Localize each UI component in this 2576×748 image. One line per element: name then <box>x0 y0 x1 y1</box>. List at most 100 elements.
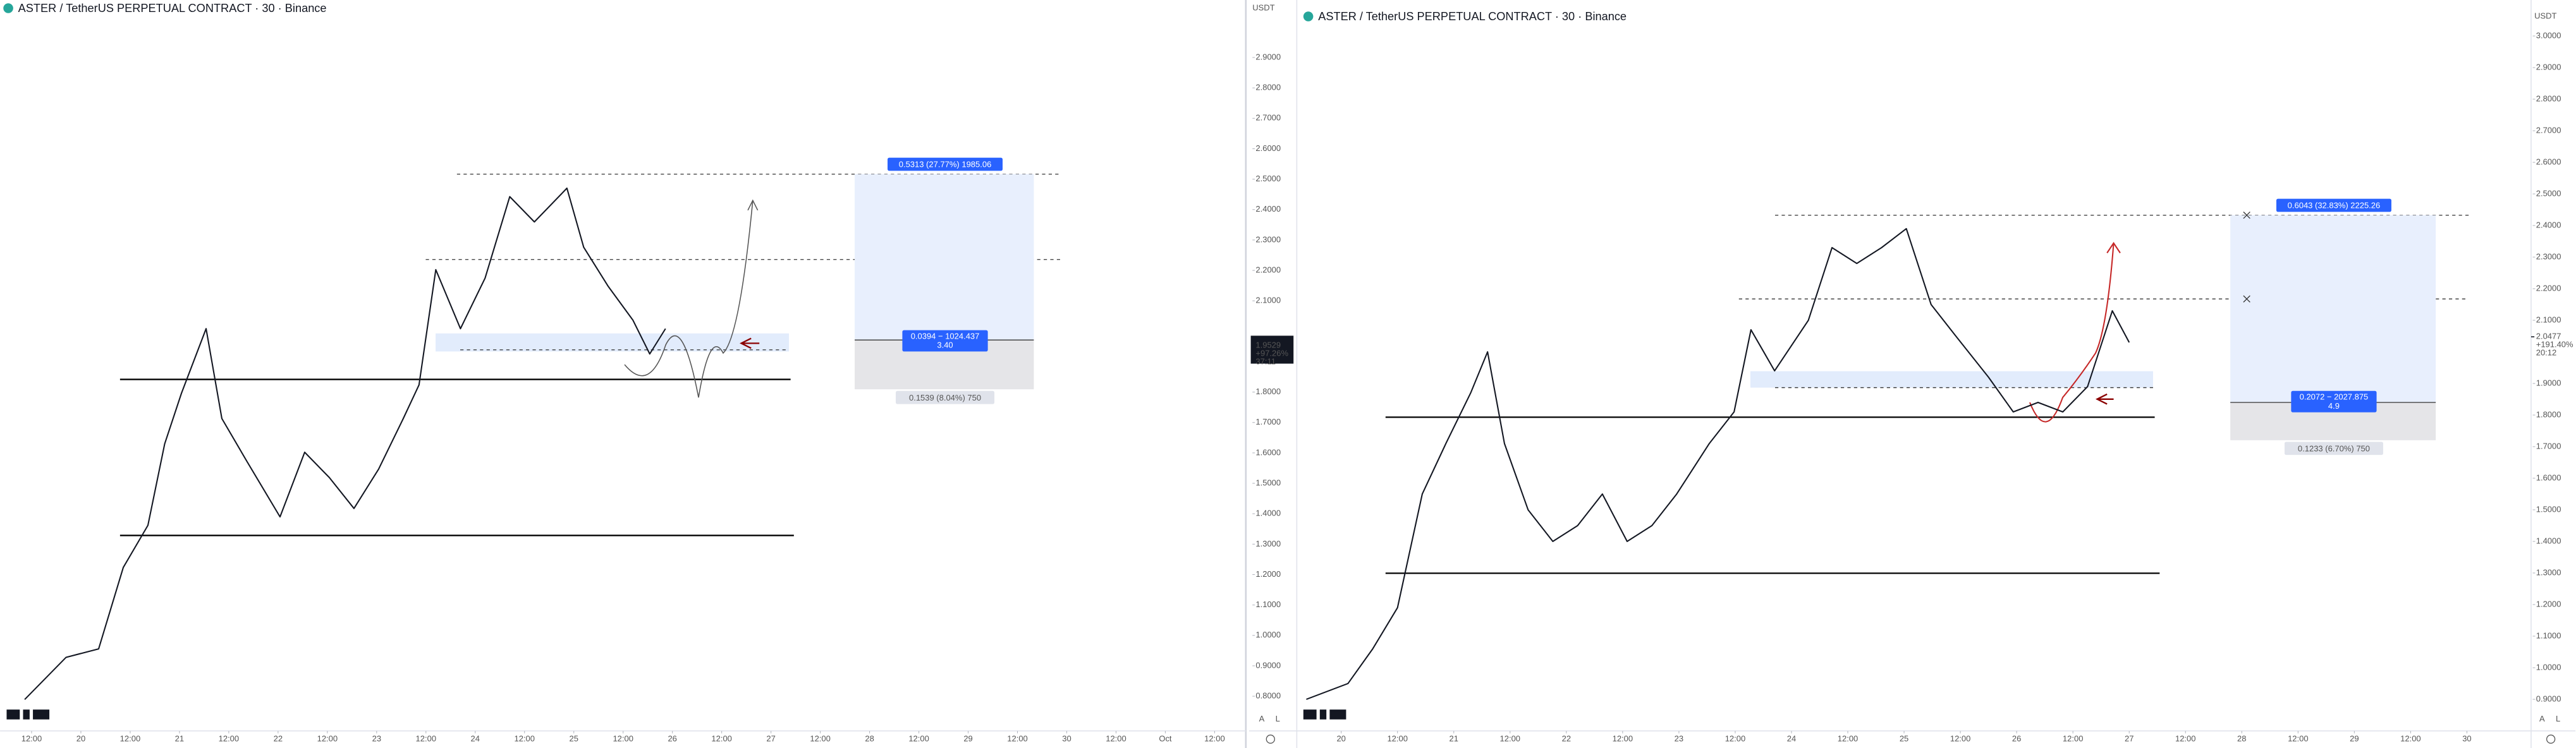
x-tick-label: 12:00 <box>1950 733 1971 743</box>
x-tick-label: 27 <box>2125 733 2133 743</box>
y-tick-label: 2.6000 <box>2536 157 2561 166</box>
x-tick-label: 12:00 <box>2400 733 2420 743</box>
symbol-icon <box>3 3 13 13</box>
tv-logo <box>6 709 50 720</box>
y-tick-label: 2.6000 <box>1255 143 1281 153</box>
y-tick-label: 2.2000 <box>2536 283 2561 293</box>
left-drawings: 0.5313 (27.77%) 1985.06 0.0394 − 1024.43… <box>119 157 1061 536</box>
demand-zone <box>436 333 790 352</box>
y-tick-label: 1.7000 <box>1255 417 1281 426</box>
price-tag-change: +97.26% <box>1255 348 1288 358</box>
y-tick-label: 1.2000 <box>2536 599 2561 608</box>
entry-label-box <box>2291 390 2377 413</box>
x-tick-label: 21 <box>175 733 184 743</box>
x-tick-label: 26 <box>2012 733 2021 743</box>
price-line <box>24 187 666 700</box>
x-tick-label: 20 <box>76 733 85 743</box>
y-tick-label: 2.2000 <box>1255 265 1281 274</box>
symbol-icon <box>1303 11 1314 21</box>
x-tick-label: 29 <box>2350 733 2359 743</box>
y-tick-label: 1.5000 <box>2536 504 2561 514</box>
y-tick-label: 1.1000 <box>1255 600 1281 609</box>
x-tick-label: 20 <box>1336 733 1345 743</box>
x-tick-label: 12:00 <box>810 733 831 743</box>
target-zone <box>2230 215 2436 402</box>
x-tick-label: 12:00 <box>1007 733 1028 743</box>
axis-unit: USDT <box>2534 11 2556 20</box>
target-label: 0.5313 (27.77%) 1985.06 <box>899 160 992 169</box>
x-tick-label: 29 <box>963 733 972 743</box>
projection-arrow <box>2106 241 2121 253</box>
y-tick-label: 1.9000 <box>2536 378 2561 387</box>
log-scale-button[interactable]: L <box>2556 714 2560 723</box>
y-tick-label: 0.9000 <box>1255 660 1281 670</box>
stop-label-box <box>896 390 995 404</box>
y-tick-label: 1.7000 <box>2536 441 2561 450</box>
auto-scale-button[interactable]: A <box>2539 714 2545 723</box>
y-tick-label: 1.6000 <box>1255 447 1281 457</box>
x-tick-label: 28 <box>865 733 874 743</box>
stop-label: 0.1539 (8.04%) 750 <box>909 393 981 402</box>
y-tick-label: 3.0000 <box>2536 30 2561 40</box>
y-tick-label: 1.0000 <box>1255 630 1281 639</box>
price-tag-label: 2.0477 <box>2536 332 2561 341</box>
demand-zone <box>1750 371 2153 388</box>
x-tick-label: 12:00 <box>2288 733 2309 743</box>
x-tick-label: 12:00 <box>1838 733 1859 743</box>
price-tag-change: +191.40% <box>2536 340 2573 349</box>
y-tick-label: 1.8000 <box>1255 387 1281 396</box>
x-tick-label: 12:00 <box>908 733 929 743</box>
entry-label: 0.0394 − 1024.437 <box>911 331 980 341</box>
x-tick-label: 25 <box>1900 733 1908 743</box>
x-tick-label: 21 <box>1450 733 1458 743</box>
price-tag-countdown: 37:11 <box>1255 356 1276 366</box>
left-title: ASTER / TetherUS PERPETUAL CONTRACT · 30… <box>18 2 327 15</box>
y-tick-label: 2.3000 <box>2536 251 2561 261</box>
y-tick-label: 2.1000 <box>2536 315 2561 324</box>
price-tag-countdown: 20:12 <box>2536 348 2557 358</box>
y-tick-label: 2.7000 <box>1255 113 1281 123</box>
x-tick-label: 12:00 <box>317 733 338 743</box>
entry-label: 0.2072 − 2027.875 <box>2300 392 2369 402</box>
x-tick-label: 12:00 <box>1204 733 1225 743</box>
tv-logo <box>1303 709 1346 720</box>
log-scale-button[interactable]: L <box>1276 714 1280 723</box>
x-tick-label: 12:00 <box>1613 733 1633 743</box>
x-tick-label: Oct <box>1159 733 1172 743</box>
x-tick-label: 12:00 <box>416 733 437 743</box>
x-tick-label: 24 <box>1787 733 1796 743</box>
entry-label-box <box>902 330 988 352</box>
y-tick-label: 1.5000 <box>1255 478 1281 487</box>
y-tick-label: 2.9000 <box>2536 62 2561 71</box>
target-label-box <box>2276 198 2391 212</box>
entry-arrow <box>740 337 760 349</box>
y-tick-label: 2.4000 <box>1255 204 1281 214</box>
entry-arrow <box>2095 393 2114 405</box>
y-tick-label: 1.6000 <box>2536 473 2561 482</box>
y-tick-label: 2.5000 <box>1255 174 1281 183</box>
x-tick-label: 22 <box>274 733 283 743</box>
x-tick-label: 12:00 <box>21 733 42 743</box>
settings-button[interactable] <box>1266 734 1275 744</box>
x-tick-label: 23 <box>372 733 381 743</box>
y-tick-label: 1.4000 <box>2536 536 2561 545</box>
x-tick-label: 30 <box>1062 733 1071 743</box>
x-tick-label: 27 <box>766 733 775 743</box>
y-tick-label: 2.5000 <box>2536 188 2561 198</box>
y-tick-label: 0.9000 <box>2536 694 2561 703</box>
y-tick-label: 2.3000 <box>1255 234 1281 244</box>
x-tick-label: 12:00 <box>1500 733 1521 743</box>
auto-scale-button[interactable]: A <box>1259 714 1265 723</box>
y-tick-label: 0.8000 <box>1255 691 1281 701</box>
x-tick-label: 12:00 <box>1725 733 1746 743</box>
settings-button[interactable] <box>2546 734 2556 744</box>
y-tick-label: 2.9000 <box>1255 52 1281 61</box>
stop-label: 0.1233 (6.70%) 750 <box>2298 444 2370 454</box>
x-tick-label: 12:00 <box>613 733 633 743</box>
y-tick-label: 2.7000 <box>2536 125 2561 135</box>
price-line <box>1306 227 2130 700</box>
x-tick-label: 24 <box>471 733 480 743</box>
y-tick-label: 1.4000 <box>1255 509 1281 518</box>
